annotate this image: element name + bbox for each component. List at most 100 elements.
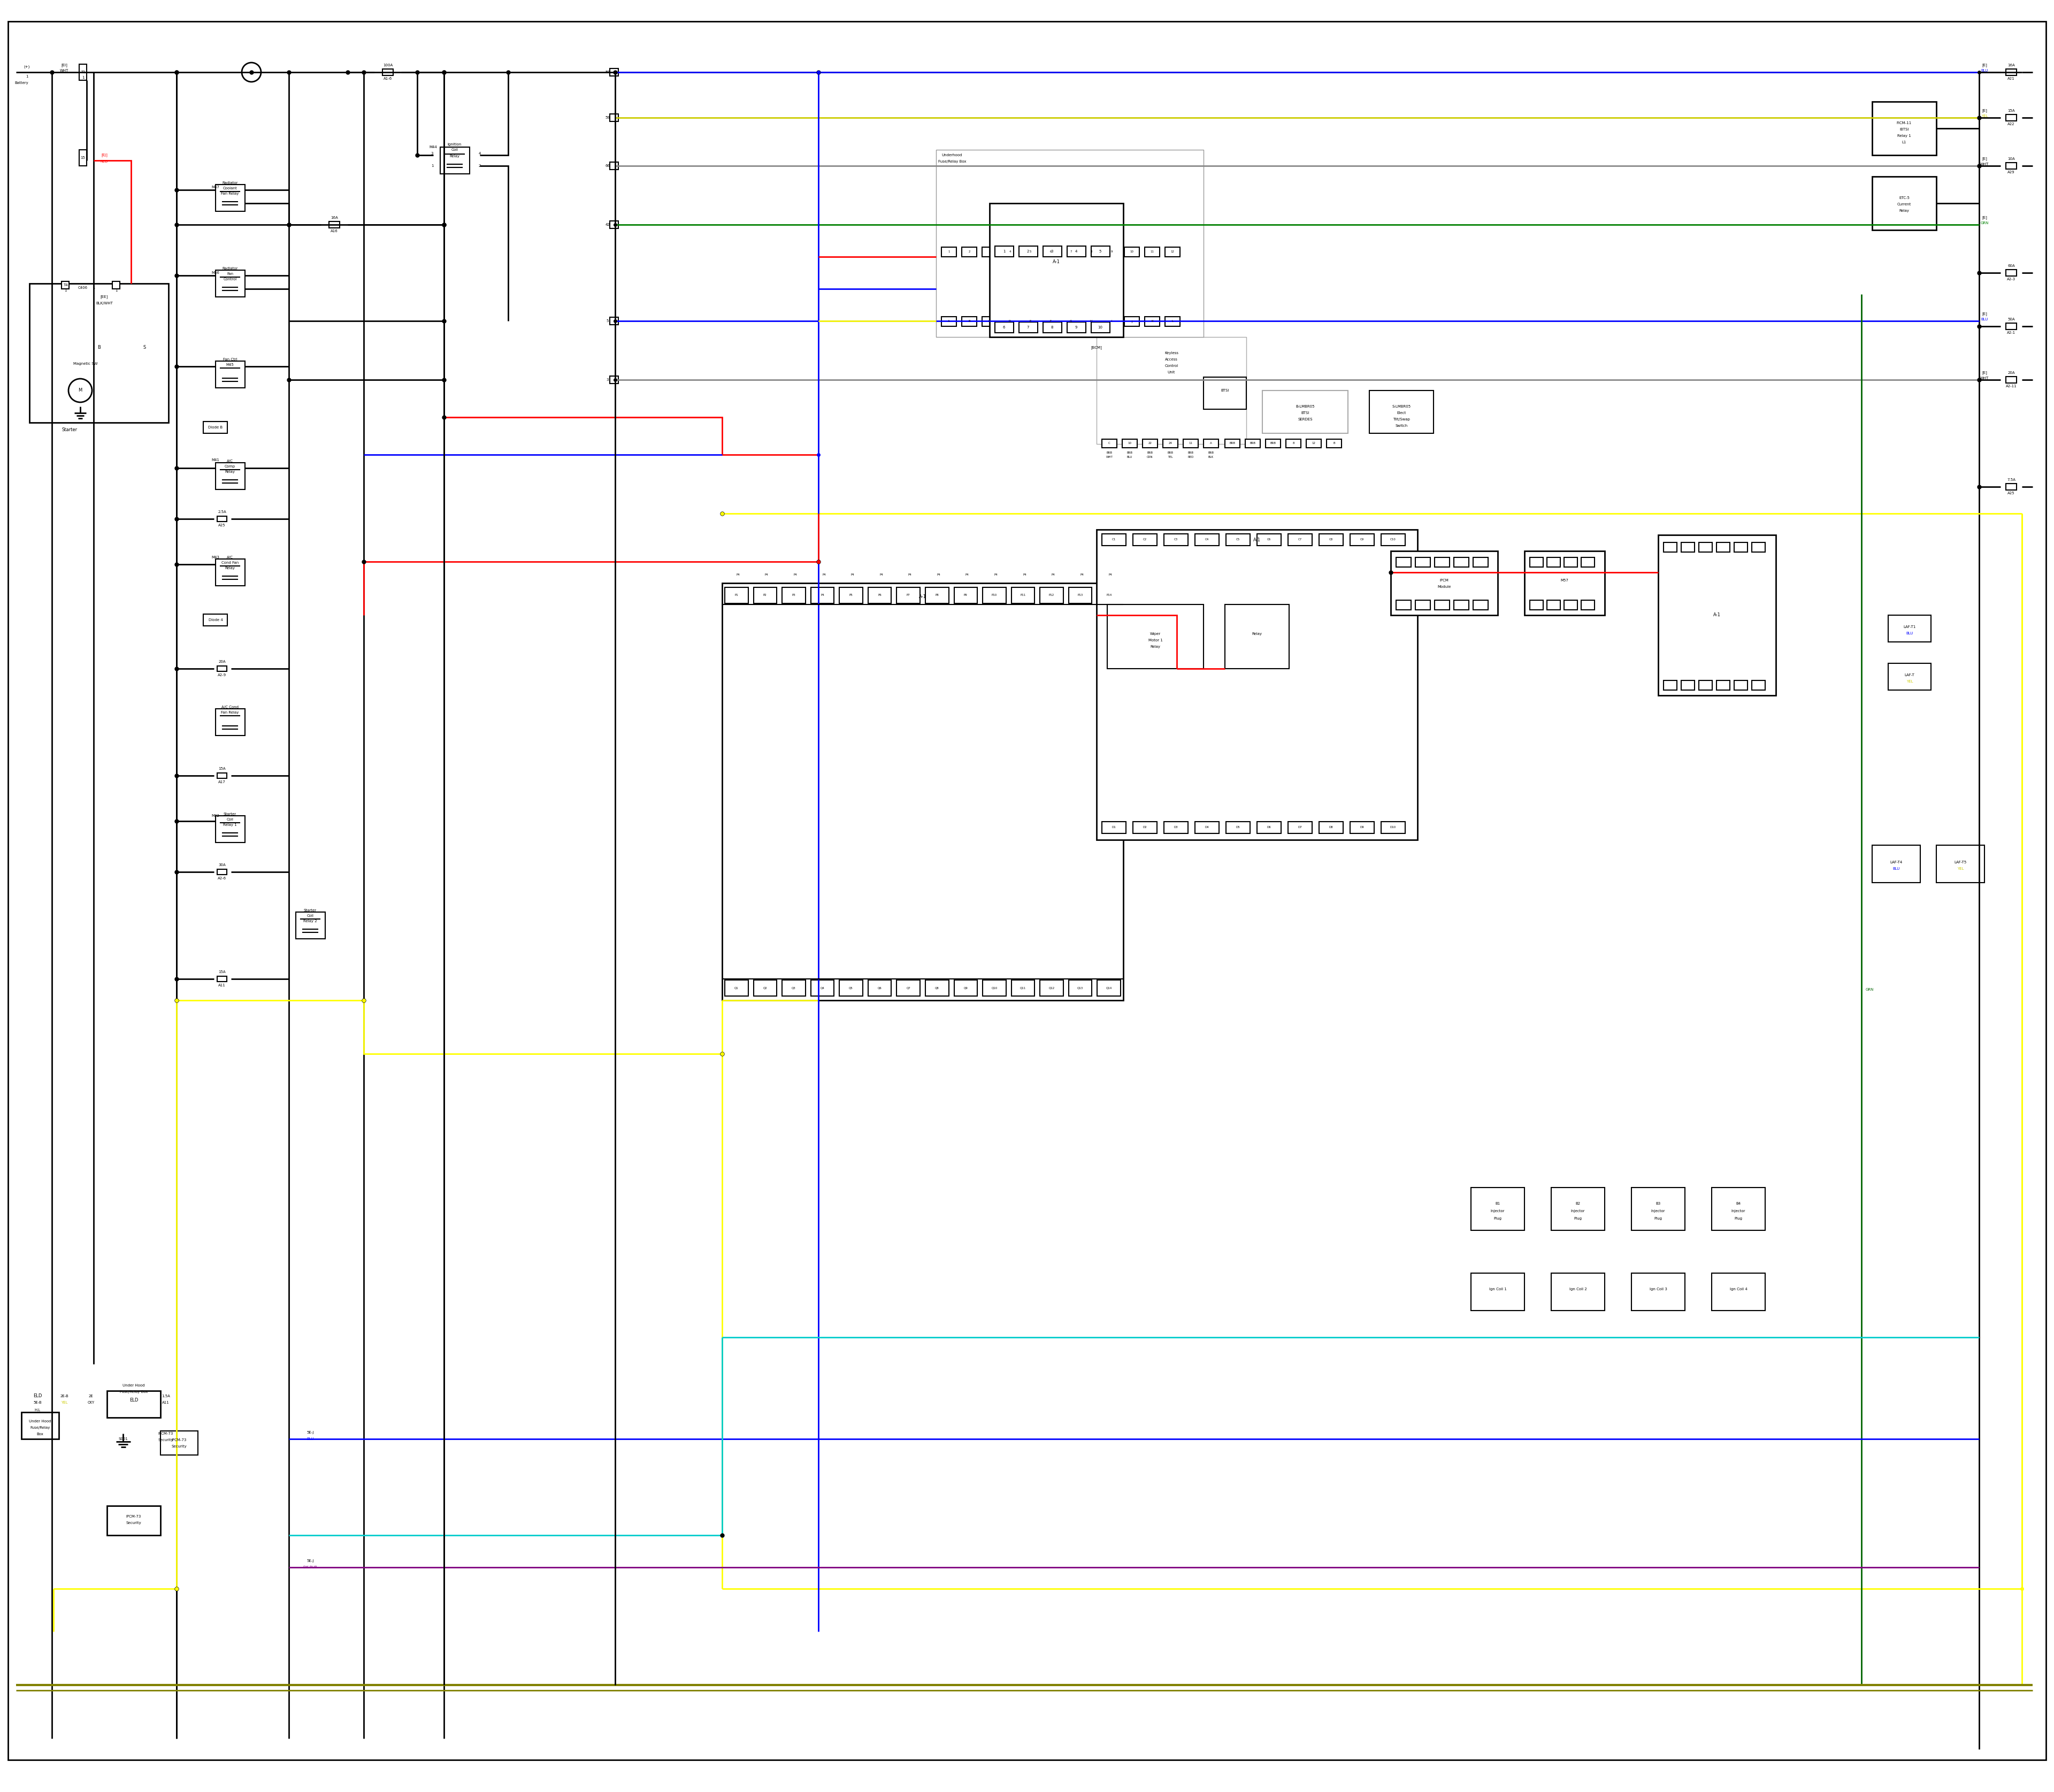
Text: [E]: [E]	[1982, 109, 1986, 113]
Bar	[1349, 823, 1374, 833]
Bar	[80, 151, 86, 167]
Text: ELD: ELD	[129, 1398, 138, 1403]
Text: L1: L1	[1902, 142, 1906, 143]
Text: P4: P4	[965, 573, 969, 577]
Bar	[1454, 557, 1469, 566]
Bar	[840, 588, 863, 604]
Text: IPCM-73: IPCM-73	[125, 1514, 142, 1518]
Bar	[203, 615, 228, 625]
Bar	[1064, 247, 1078, 256]
Bar	[1434, 557, 1450, 566]
Bar	[610, 376, 618, 383]
Bar	[1019, 323, 1037, 333]
Text: Comp: Comp	[224, 464, 236, 468]
Text: D7: D7	[1298, 826, 1302, 830]
Text: 1: 1	[25, 75, 29, 79]
Bar	[811, 588, 834, 604]
Text: 2: 2	[1027, 249, 1029, 253]
Text: P4: P4	[850, 573, 854, 577]
Text: M43: M43	[212, 556, 220, 559]
Bar	[1224, 604, 1290, 668]
Bar	[1134, 534, 1156, 545]
Bar	[898, 588, 920, 604]
Bar	[1551, 1272, 1604, 1310]
Bar	[1165, 317, 1179, 326]
Text: 3: 3	[1052, 249, 1054, 253]
Bar	[1165, 247, 1179, 256]
Bar	[1871, 846, 1920, 883]
Text: 42: 42	[606, 222, 610, 226]
Bar	[2007, 163, 2017, 168]
Text: Unit: Unit	[1167, 371, 1175, 375]
Text: C7: C7	[1298, 538, 1302, 541]
Text: 2E: 2E	[88, 1394, 92, 1398]
Bar	[990, 202, 1124, 337]
Bar	[1551, 1188, 1604, 1231]
Text: 11: 11	[1189, 443, 1193, 444]
Bar	[216, 815, 244, 842]
Bar	[1288, 534, 1313, 545]
Text: M44: M44	[429, 145, 438, 149]
Bar	[2007, 484, 2017, 489]
Text: Q10: Q10	[992, 987, 998, 989]
Text: P4: P4	[764, 573, 768, 577]
Text: Wiper: Wiper	[1150, 633, 1161, 636]
Bar	[113, 281, 119, 289]
Bar	[1319, 534, 1343, 545]
Bar	[1097, 530, 1417, 840]
Text: (+): (+)	[25, 65, 31, 68]
Text: Q3: Q3	[791, 987, 795, 989]
Text: A2-9: A2-9	[218, 674, 226, 677]
Text: 2E-B: 2E-B	[60, 1394, 68, 1398]
Text: [E]: [E]	[1982, 215, 1986, 219]
Text: Starter: Starter	[304, 909, 316, 912]
Bar	[1097, 588, 1121, 604]
Bar	[982, 980, 1006, 996]
Text: WHT: WHT	[1105, 455, 1113, 459]
Text: P4: P4	[1109, 573, 1113, 577]
Bar	[1043, 323, 1062, 333]
Bar	[1165, 534, 1187, 545]
Text: RED: RED	[1187, 455, 1193, 459]
Bar	[218, 869, 226, 874]
Text: Relay 2: Relay 2	[304, 919, 316, 923]
Text: BRB: BRB	[1187, 452, 1193, 455]
Text: A17: A17	[218, 781, 226, 783]
Bar	[1011, 588, 1035, 604]
Text: 1: 1	[115, 289, 117, 292]
Bar	[1068, 246, 1087, 256]
Bar	[1091, 323, 1109, 333]
Bar	[1068, 323, 1087, 333]
Text: Ignition: Ignition	[448, 143, 462, 145]
Text: Q2: Q2	[762, 987, 766, 989]
Text: BRB: BRB	[1128, 452, 1132, 455]
Text: H: H	[1091, 321, 1093, 323]
Text: WHT: WHT	[1980, 376, 1988, 380]
Bar	[1085, 317, 1099, 326]
Text: LAF-T5: LAF-T5	[1953, 860, 1966, 864]
Text: D2: D2	[1142, 826, 1146, 830]
Bar	[216, 462, 244, 489]
Text: Fuse/Relay Box: Fuse/Relay Box	[119, 1391, 148, 1394]
Bar	[1680, 681, 1695, 690]
Text: 9: 9	[1074, 326, 1078, 330]
Text: Under Hood: Under Hood	[29, 1419, 51, 1423]
Bar	[1473, 600, 1487, 609]
Text: Q11: Q11	[1021, 987, 1027, 989]
Text: Motor 1: Motor 1	[1148, 638, 1163, 642]
Text: Plug: Plug	[1734, 1217, 1742, 1220]
Text: 5: 5	[606, 319, 608, 323]
Text: A2-1: A2-1	[2007, 332, 2015, 335]
Text: M46: M46	[212, 271, 220, 274]
Bar	[1306, 439, 1321, 448]
Bar	[1699, 543, 1713, 552]
Bar	[1195, 823, 1218, 833]
Text: [EJ]: [EJ]	[101, 154, 107, 158]
Text: 20A: 20A	[2007, 371, 2015, 375]
Bar	[296, 912, 325, 939]
Text: 1: 1	[92, 287, 94, 289]
Bar	[1165, 823, 1187, 833]
Bar	[1286, 439, 1300, 448]
Text: Starter: Starter	[62, 426, 78, 432]
Text: RED: RED	[101, 159, 109, 163]
